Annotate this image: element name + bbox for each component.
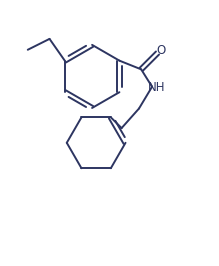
Text: O: O xyxy=(156,44,165,57)
Text: NH: NH xyxy=(148,81,166,94)
